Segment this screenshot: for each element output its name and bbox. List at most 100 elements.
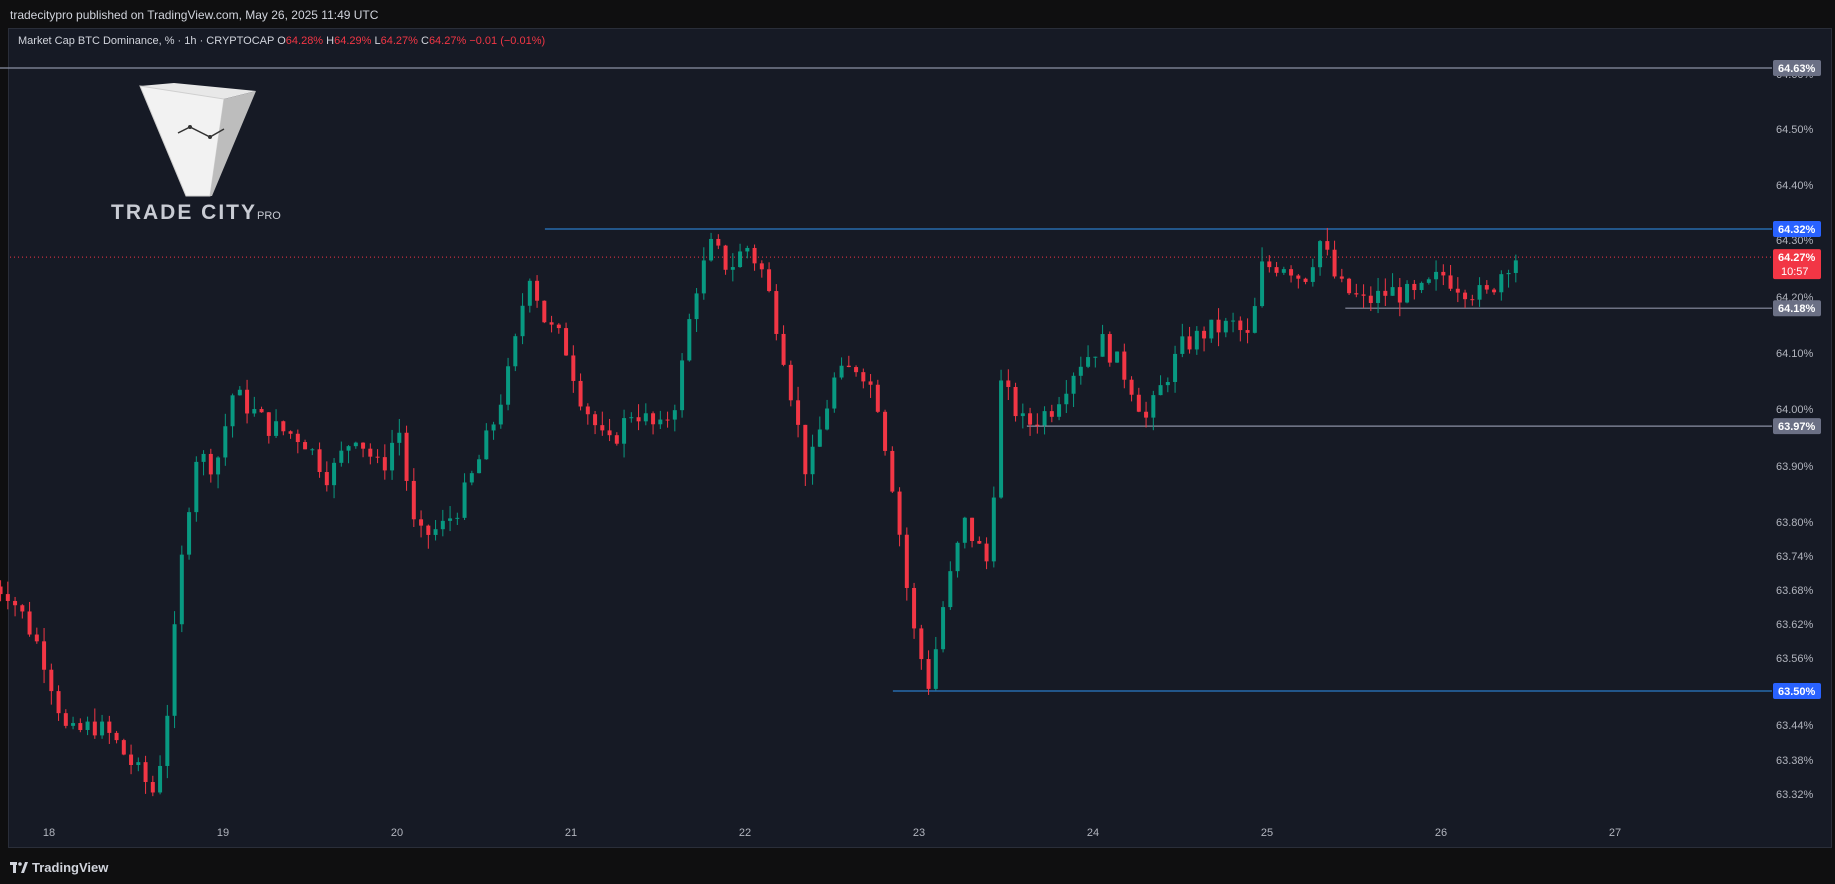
candle-body bbox=[85, 721, 90, 730]
candle-body bbox=[970, 517, 975, 542]
price-tick: 64.40% bbox=[1776, 180, 1814, 192]
legend-low-label: L bbox=[374, 35, 381, 47]
candle-body bbox=[1390, 287, 1395, 296]
candle-body bbox=[861, 372, 866, 382]
candle-body bbox=[1064, 393, 1069, 405]
candle-body bbox=[1013, 386, 1018, 417]
candle-body bbox=[1419, 282, 1424, 291]
candle-body bbox=[1405, 283, 1410, 303]
candle-body bbox=[1470, 299, 1475, 301]
candle-body bbox=[1115, 351, 1120, 363]
candle-body bbox=[433, 529, 438, 535]
candle-body bbox=[1513, 260, 1518, 273]
tradingview-logo-icon bbox=[10, 862, 28, 873]
watermark-logo-line bbox=[177, 126, 225, 138]
candle-body bbox=[216, 457, 221, 475]
candle-body bbox=[295, 433, 300, 443]
candle-body bbox=[1296, 275, 1301, 279]
candle-body bbox=[694, 293, 699, 320]
candle-body bbox=[854, 367, 859, 373]
candle-body bbox=[1339, 276, 1344, 279]
candle-body bbox=[1238, 320, 1243, 331]
candle-body bbox=[448, 518, 453, 521]
candle-body bbox=[1434, 271, 1439, 280]
price-tick: 63.62% bbox=[1776, 619, 1814, 631]
time-tick: 22 bbox=[739, 827, 751, 839]
time-tick: 19 bbox=[217, 827, 229, 839]
candle-body bbox=[13, 600, 18, 606]
candle-body bbox=[810, 446, 815, 475]
legend-low-value: 64.27% bbox=[380, 35, 418, 47]
candle-body bbox=[1158, 385, 1163, 396]
time-tick: 26 bbox=[1435, 827, 1447, 839]
time-axis[interactable]: 18 19 20 21 22 23 24 25 26 27 bbox=[43, 827, 1621, 839]
candle-body bbox=[904, 534, 909, 588]
candle-body bbox=[1028, 413, 1033, 425]
candle-body bbox=[672, 410, 677, 420]
watermark-logo-top bbox=[140, 83, 256, 99]
candle-body bbox=[368, 448, 373, 457]
price-tick: 63.74% bbox=[1776, 551, 1814, 563]
candle-body bbox=[527, 280, 532, 306]
price-tick: 63.68% bbox=[1776, 585, 1814, 597]
candle-body bbox=[506, 366, 511, 405]
level-price-tag bbox=[1773, 300, 1821, 317]
candle-body bbox=[1006, 380, 1011, 387]
candle-body bbox=[0, 586, 3, 595]
candle-body bbox=[1368, 295, 1373, 303]
time-tick: 27 bbox=[1609, 827, 1621, 839]
candle-body bbox=[455, 517, 460, 519]
candle-body bbox=[1318, 241, 1323, 268]
candle-body bbox=[1289, 269, 1294, 276]
candle-body bbox=[607, 430, 612, 436]
candle-body bbox=[484, 430, 489, 460]
candle-body bbox=[1216, 319, 1221, 333]
candle-body bbox=[1252, 306, 1257, 333]
candle-body bbox=[245, 389, 250, 414]
candle-body bbox=[1477, 285, 1482, 300]
candle-body bbox=[201, 453, 206, 462]
candle-body bbox=[411, 480, 416, 520]
time-tick: 21 bbox=[565, 827, 577, 839]
level-lines bbox=[0, 67, 1772, 692]
candle-body bbox=[1042, 411, 1047, 426]
candle-body bbox=[172, 624, 177, 716]
candle-body bbox=[1057, 404, 1062, 417]
candle-body bbox=[723, 245, 728, 270]
level-price-label: 63.50% bbox=[1778, 686, 1816, 698]
current-price-tag bbox=[1773, 249, 1821, 280]
chart-panel[interactable] bbox=[8, 28, 1832, 848]
time-tick: 23 bbox=[913, 827, 925, 839]
legend-change: −0.01 (−0.01%) bbox=[469, 35, 546, 47]
candle-body bbox=[1484, 285, 1489, 290]
candle-body bbox=[1463, 292, 1468, 300]
candle-body bbox=[1245, 330, 1250, 333]
candle-body bbox=[281, 421, 286, 432]
candle-body bbox=[564, 328, 569, 356]
price-axis[interactable]: 64.60%64.50%64.40%64.30%64.20%64.10%64.0… bbox=[1776, 69, 1814, 801]
candle-body bbox=[1441, 271, 1446, 276]
candle-body bbox=[1107, 334, 1112, 363]
watermark-logo-left bbox=[139, 85, 225, 197]
candle-body bbox=[585, 406, 590, 415]
candle-body bbox=[948, 571, 953, 608]
price-tick: 64.00% bbox=[1776, 404, 1814, 416]
candle-body bbox=[535, 280, 540, 301]
candle-body bbox=[237, 389, 242, 396]
candle-body bbox=[578, 380, 583, 407]
level-price-label: 64.63% bbox=[1778, 63, 1816, 75]
candle-body bbox=[542, 300, 547, 323]
time-tick: 25 bbox=[1261, 827, 1273, 839]
candle-body bbox=[1455, 288, 1460, 293]
price-tick: 63.32% bbox=[1776, 789, 1814, 801]
price-tick: 64.50% bbox=[1776, 124, 1814, 136]
candle-body bbox=[491, 424, 496, 431]
candle-body bbox=[977, 541, 982, 544]
current-price-label: 64.27% bbox=[1778, 252, 1816, 264]
candle-body bbox=[912, 587, 917, 629]
candle-body bbox=[1448, 275, 1453, 289]
watermark-logo-right bbox=[210, 91, 256, 196]
candle-body bbox=[150, 782, 155, 793]
candle-body bbox=[817, 429, 822, 447]
